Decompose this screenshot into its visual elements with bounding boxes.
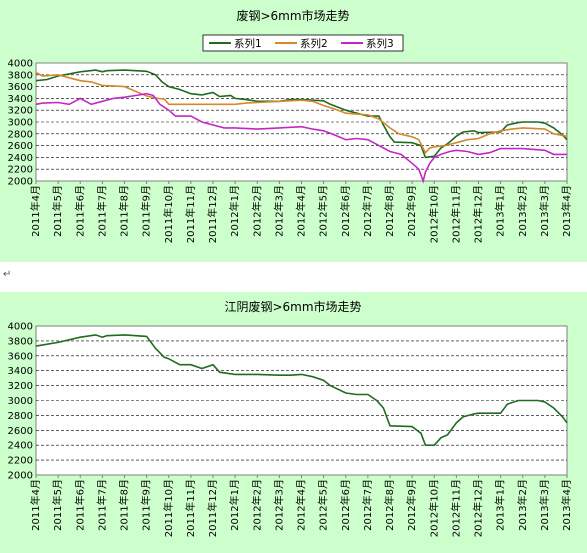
x-tick-label: 2013年3月	[538, 479, 551, 531]
x-tick-label: 2012年5月	[317, 479, 330, 531]
x-tick-label: 2012年10月	[427, 479, 440, 537]
x-tick-label: 2012年8月	[383, 479, 396, 531]
y-tick-label: 3200	[8, 106, 33, 117]
y-tick-label: 3800	[8, 70, 33, 81]
y-tick-label: 2800	[8, 411, 33, 422]
x-tick-label: 2011年7月	[95, 185, 108, 237]
x-tick-label: 2011年5月	[51, 185, 64, 237]
x-tick-label: 2012年11月	[449, 185, 462, 243]
x-tick-label: 2012年2月	[250, 185, 263, 237]
series-line-2	[35, 71, 568, 155]
x-tick-label: 2012年12月	[472, 479, 485, 537]
x-tick-label: 2011年10月	[162, 185, 175, 243]
y-tick-label: 2800	[8, 129, 33, 140]
x-tick-label: 2011年8月	[118, 185, 131, 237]
x-tick-label: 2012年4月	[295, 185, 308, 237]
chart-1-legend: 系列1 系列2 系列3	[202, 34, 404, 52]
y-tick-label: 2000	[8, 471, 33, 482]
x-tick-label: 2012年11月	[449, 479, 462, 537]
x-tick-label: 2012年4月	[295, 479, 308, 531]
x-tick-label: 2011年7月	[95, 479, 108, 531]
x-tick-label: 2011年4月	[29, 185, 42, 237]
chart-panel-2: 江阴废钢>6mm市场走势 2000 2200 2400 2600 2800 3000 320…	[0, 292, 587, 553]
chart-panel-1: 废钢>6mm市场走势 系列1 系列2 系列3 2000 2200 2400 2600 280…	[0, 0, 587, 262]
x-tick-label: 2013年2月	[516, 185, 529, 237]
series-line-1	[35, 69, 568, 159]
x-tick-label: 2013年1月	[494, 185, 507, 237]
x-tick-label: 2012年10月	[427, 185, 440, 243]
legend-box	[202, 34, 404, 52]
y-tick-label: 2400	[8, 441, 33, 452]
x-tick-label: 2011年12月	[206, 479, 219, 537]
x-tick-label: 2011年12月	[206, 185, 219, 243]
y-tick-label: 2400	[8, 153, 33, 164]
chart-1-title: 废钢>6mm市场走势	[236, 8, 349, 23]
legend-label-3: 系列3	[366, 37, 394, 50]
x-tick-label: 2012年7月	[361, 479, 374, 531]
x-tick-label: 2011年10月	[162, 479, 175, 537]
x-tick-label: 2012年6月	[339, 479, 352, 531]
x-tick-label: 2011年9月	[140, 479, 153, 531]
x-tick-label: 2012年5月	[317, 185, 330, 237]
x-tick-label: 2013年4月	[560, 479, 573, 531]
y-tick-label: 2200	[8, 165, 33, 176]
series-line-3	[35, 92, 567, 184]
y-tick-label: 2600	[8, 141, 33, 152]
y-tick-label: 2000	[8, 177, 33, 188]
chart-2-svg: 江阴废钢>6mm市场走势 2000 2200 2400 2600 2800 3000 320…	[8, 299, 573, 537]
x-tick-label: 2011年11月	[184, 479, 197, 537]
legend-label-1: 系列1	[234, 37, 262, 50]
x-tick-label: 2011年8月	[118, 479, 131, 531]
x-tick-label: 2011年6月	[73, 185, 86, 237]
x-tick-label: 2012年1月	[228, 185, 241, 237]
legend-label-2: 系列2	[300, 37, 328, 50]
x-tick-label: 2013年1月	[494, 479, 507, 531]
y-tick-label: 3000	[8, 118, 33, 129]
paragraph-mark: ↵	[3, 269, 12, 280]
x-tick-label: 2012年6月	[339, 185, 352, 237]
x-tick-label: 2012年8月	[383, 185, 396, 237]
y-tick-label: 2600	[8, 426, 33, 437]
y-tick-label: 3600	[8, 351, 33, 362]
x-tick-label: 2012年1月	[228, 479, 241, 531]
y-tick-label: 2200	[8, 456, 33, 467]
y-tick-label: 3400	[8, 366, 33, 377]
y-tick-label: 3600	[8, 82, 33, 93]
x-tick-label: 2011年11月	[184, 185, 197, 243]
y-tick-label: 3400	[8, 94, 33, 105]
y-tick-label: 4000	[8, 59, 33, 70]
x-tick-label: 2013年4月	[560, 185, 573, 237]
x-tick-label: 2012年9月	[405, 479, 418, 531]
x-tick-label: 2012年2月	[250, 479, 263, 531]
x-tick-label: 2012年7月	[361, 185, 374, 237]
x-tick-label: 2011年4月	[29, 479, 42, 531]
chart-2-title: 江阴废钢>6mm市场走势	[224, 299, 361, 314]
x-tick-label: 2012年9月	[405, 185, 418, 237]
x-tick-label: 2013年3月	[538, 185, 551, 237]
x-tick-label: 2012年3月	[272, 479, 285, 531]
x-tick-label: 2012年3月	[272, 185, 285, 237]
x-tick-label: 2011年5月	[51, 479, 64, 531]
x-tick-label: 2013年2月	[516, 479, 529, 531]
series-line-1	[35, 334, 568, 446]
y-tick-label: 3800	[8, 336, 33, 347]
x-tick-label: 2011年6月	[73, 479, 86, 531]
y-tick-label: 3000	[8, 396, 33, 407]
x-tick-label: 2012年12月	[472, 185, 485, 243]
y-tick-label: 3200	[8, 381, 33, 392]
chart-1-svg: 废钢>6mm市场走势 系列1 系列2 系列3 2000220024002600280…	[8, 8, 573, 243]
y-tick-label: 4000	[8, 322, 33, 333]
x-tick-label: 2011年9月	[140, 185, 153, 237]
